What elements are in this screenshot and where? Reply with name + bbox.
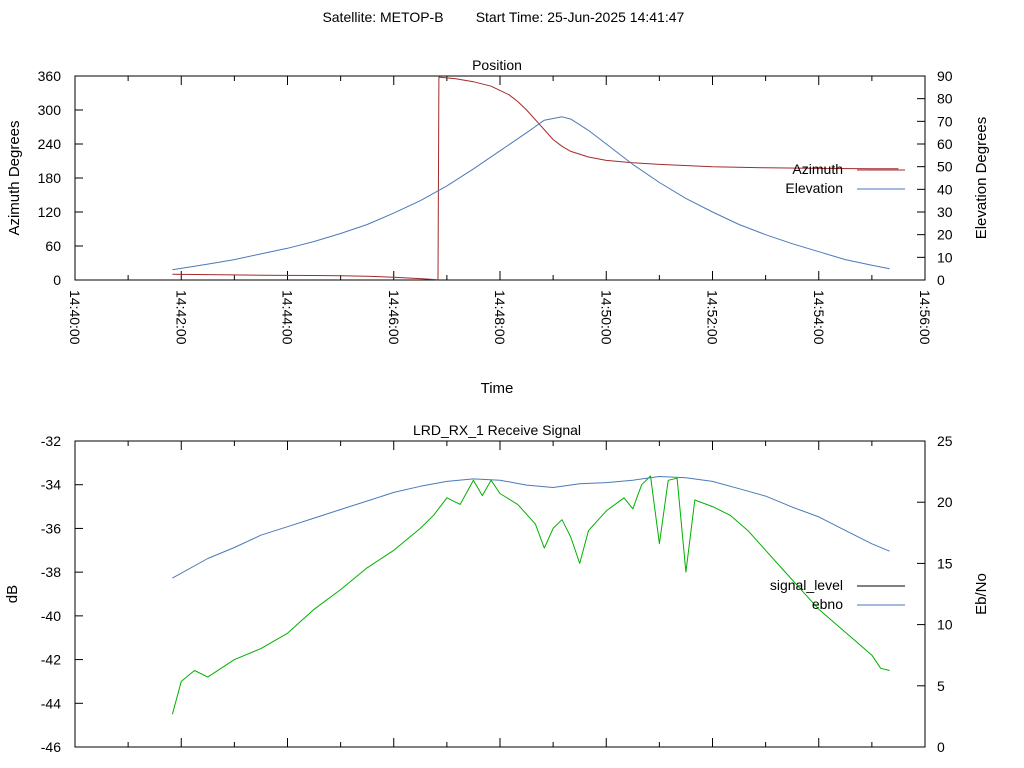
legend-signal-level-label: signal_level (770, 577, 843, 593)
db-axis-label: dB (4, 585, 21, 603)
y2-tick-label: 25 (937, 433, 953, 449)
y2-tick-label: 40 (937, 181, 953, 197)
y-tick-label: -42 (41, 652, 61, 668)
y-tick-label: -36 (41, 520, 61, 536)
signal-series (171, 475, 890, 715)
signal-chart: LRD_RX_1 Receive Signal -46-44-42-40-38-… (4, 422, 990, 755)
position-chart-title: Position (472, 57, 522, 73)
y-tick-label: 180 (38, 170, 62, 186)
y-tick-label: 0 (53, 272, 61, 288)
legend-ebno-label: ebno (812, 596, 843, 612)
position-y2-ticks: 0 10 20 30 40 50 60 70 80 90 (917, 68, 953, 288)
y-tick-label: 360 (38, 68, 62, 84)
y-tick-label: -44 (41, 695, 61, 711)
series-line-signal-level (171, 475, 890, 715)
y2-tick-label: 15 (937, 555, 953, 571)
position-series (172, 76, 899, 281)
y2-tick-label: 80 (937, 91, 953, 107)
series-line-elevation (172, 116, 890, 271)
x-tick-label: 14:40:00 (67, 290, 83, 345)
position-y-ticks: 0 60 120 180 240 300 360 (38, 68, 83, 288)
legend-elevation-label: Elevation (785, 180, 843, 196)
x-tick-label: 14:44:00 (280, 290, 296, 345)
x-tick-label: 14:46:00 (386, 290, 402, 345)
ebno-axis-label: Eb/No (973, 573, 990, 615)
signal-y2-ticks: 0 5 10 15 20 25 (917, 433, 953, 755)
x-tick-label: 14:42:00 (173, 290, 189, 345)
y2-tick-label: 70 (937, 113, 953, 129)
start-time-label: Start Time: 25-Jun-2025 14:41:47 (476, 9, 685, 25)
azimuth-axis-label: Azimuth Degrees (6, 120, 23, 235)
y-tick-label: -34 (41, 477, 61, 493)
y-tick-label: -40 (41, 608, 61, 624)
y2-tick-label: 30 (937, 204, 953, 220)
y2-tick-label: 60 (937, 136, 953, 152)
x-tick-label: 14:54:00 (811, 290, 827, 345)
y-tick-label: -38 (41, 564, 61, 580)
x-tick-label: 14:56:00 (917, 290, 933, 345)
signal-y-ticks: -46 -44 -42 -40 -38 -36 -34 -32 (41, 433, 83, 755)
x-tick-label: 14:48:00 (492, 290, 508, 345)
time-axis-label: Time (481, 380, 514, 397)
signal-x-ticks (74, 441, 926, 747)
y-tick-label: -46 (41, 739, 61, 755)
x-tick-label: 14:50:00 (598, 290, 614, 345)
y-tick-label: 120 (38, 204, 62, 220)
y2-tick-label: 20 (937, 227, 953, 243)
x-tick-label: 14:52:00 (705, 290, 721, 345)
signal-legend: signal_level ebno (770, 577, 905, 612)
y2-tick-label: 20 (937, 494, 953, 510)
series-line-ebno (172, 476, 890, 579)
position-x-ticks: 14:40:00 14:42:00 14:44:00 14:46:00 14:48:00… (67, 76, 933, 345)
elevation-axis-label: Elevation Degrees (973, 117, 990, 240)
y-tick-label: 300 (38, 102, 62, 118)
y2-tick-label: 10 (937, 249, 953, 265)
y2-tick-label: 0 (937, 739, 945, 755)
y2-tick-label: 0 (937, 272, 945, 288)
legend-azimuth-label: Azimuth (792, 161, 843, 177)
y-tick-label: -32 (41, 433, 61, 449)
y-tick-label: 240 (38, 136, 62, 152)
y2-tick-label: 5 (937, 678, 945, 694)
y2-tick-label: 90 (937, 68, 953, 84)
position-chart: Position 14:40:00 14:42:00 14:44:00 14:46:0… (6, 57, 990, 397)
position-legend: Azimuth Elevation (785, 161, 905, 196)
y2-tick-label: 10 (937, 617, 953, 633)
y-tick-label: 60 (45, 238, 61, 254)
series-line-azimuth (172, 76, 899, 281)
y2-tick-label: 50 (937, 159, 953, 175)
signal-chart-title: LRD_RX_1 Receive Signal (413, 422, 581, 438)
satellite-label: Satellite: METOP-B (322, 9, 443, 25)
